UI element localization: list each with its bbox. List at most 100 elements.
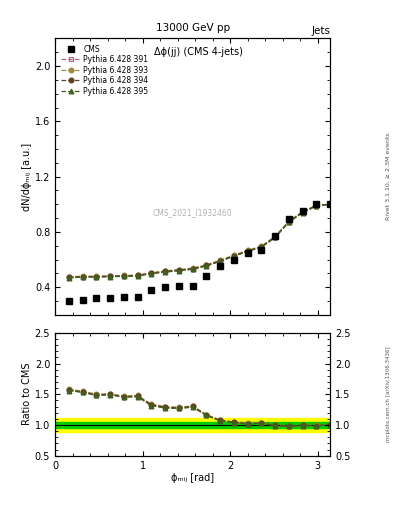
Pythia 6.428 395 xyxy=(190,266,195,272)
Pythia 6.428 395 xyxy=(204,263,209,269)
Pythia 6.428 395 xyxy=(286,219,291,225)
Legend: CMS, Pythia 6.428 391, Pythia 6.428 393, Pythia 6.428 394, Pythia 6.428 395: CMS, Pythia 6.428 391, Pythia 6.428 393,… xyxy=(59,42,151,98)
Pythia 6.428 393 xyxy=(204,262,209,268)
Pythia 6.428 393 xyxy=(190,265,195,271)
Pythia 6.428 394 xyxy=(176,267,181,273)
Pythia 6.428 393 xyxy=(259,243,264,249)
Pythia 6.428 391 xyxy=(163,269,167,275)
Pythia 6.428 393 xyxy=(314,202,319,208)
Pythia 6.428 391 xyxy=(66,274,71,281)
Pythia 6.428 393 xyxy=(135,272,140,278)
Pythia 6.428 391 xyxy=(286,219,291,225)
CMS xyxy=(108,295,112,302)
Pythia 6.428 394 xyxy=(273,234,277,240)
Pythia 6.428 394 xyxy=(259,244,264,250)
Pythia 6.428 391 xyxy=(218,258,222,264)
Pythia 6.428 391 xyxy=(149,270,154,276)
Pythia 6.428 394 xyxy=(121,273,126,279)
CMS xyxy=(121,294,126,300)
Pythia 6.428 394 xyxy=(231,252,236,259)
Pythia 6.428 393 xyxy=(273,233,277,240)
Pythia 6.428 391 xyxy=(204,263,209,269)
Pythia 6.428 395 xyxy=(314,203,319,209)
Pythia 6.428 391 xyxy=(135,273,140,279)
Pythia 6.428 391 xyxy=(245,248,250,254)
Pythia 6.428 393 xyxy=(121,272,126,279)
Pythia 6.428 395 xyxy=(135,273,140,279)
Pythia 6.428 395 xyxy=(273,234,277,241)
Pythia 6.428 393 xyxy=(94,273,99,279)
Pythia 6.428 393 xyxy=(286,218,291,224)
Pythia 6.428 394 xyxy=(328,201,332,207)
Pythia 6.428 395 xyxy=(218,259,222,265)
CMS xyxy=(149,287,154,293)
Text: CMS_2021_I1932460: CMS_2021_I1932460 xyxy=(153,208,232,217)
Line: Pythia 6.428 395: Pythia 6.428 395 xyxy=(66,202,332,280)
Pythia 6.428 394 xyxy=(245,248,250,254)
Pythia 6.428 394 xyxy=(149,270,154,276)
Pythia 6.428 394 xyxy=(108,273,112,279)
CMS xyxy=(80,296,85,303)
Pythia 6.428 391 xyxy=(190,266,195,272)
CMS xyxy=(300,208,305,214)
CMS xyxy=(218,263,222,269)
Pythia 6.428 394 xyxy=(314,202,319,208)
CMS xyxy=(176,283,181,289)
Pythia 6.428 393 xyxy=(328,201,332,207)
Pythia 6.428 394 xyxy=(94,273,99,280)
Pythia 6.428 395 xyxy=(245,248,250,254)
Pythia 6.428 395 xyxy=(300,209,305,216)
Pythia 6.428 395 xyxy=(259,244,264,250)
CMS xyxy=(245,249,250,255)
Pythia 6.428 395 xyxy=(94,274,99,280)
Pythia 6.428 395 xyxy=(176,268,181,274)
Pythia 6.428 394 xyxy=(163,268,167,274)
Pythia 6.428 394 xyxy=(135,272,140,279)
Pythia 6.428 393 xyxy=(108,273,112,279)
Text: Jets: Jets xyxy=(311,26,330,36)
Text: 13000 GeV pp: 13000 GeV pp xyxy=(156,23,230,33)
CMS xyxy=(273,233,277,239)
Pythia 6.428 394 xyxy=(218,258,222,264)
Pythia 6.428 395 xyxy=(108,273,112,280)
Pythia 6.428 394 xyxy=(286,219,291,225)
Pythia 6.428 394 xyxy=(190,266,195,272)
Pythia 6.428 391 xyxy=(259,244,264,250)
Pythia 6.428 391 xyxy=(94,274,99,280)
Pythia 6.428 395 xyxy=(149,271,154,277)
Pythia 6.428 391 xyxy=(328,201,332,207)
Pythia 6.428 394 xyxy=(300,209,305,215)
CMS xyxy=(204,273,209,279)
Pythia 6.428 391 xyxy=(121,273,126,279)
Pythia 6.428 393 xyxy=(149,270,154,276)
Pythia 6.428 394 xyxy=(66,274,71,281)
Line: CMS: CMS xyxy=(66,201,333,304)
X-axis label: ϕₘᵢⱼ [rad]: ϕₘᵢⱼ [rad] xyxy=(171,473,214,483)
Pythia 6.428 394 xyxy=(80,273,85,280)
Pythia 6.428 395 xyxy=(163,269,167,275)
Pythia 6.428 395 xyxy=(121,273,126,280)
Line: Pythia 6.428 394: Pythia 6.428 394 xyxy=(66,202,332,280)
Y-axis label: Ratio to CMS: Ratio to CMS xyxy=(22,363,32,425)
Pythia 6.428 395 xyxy=(66,275,71,281)
Pythia 6.428 393 xyxy=(245,247,250,253)
Text: Δϕ(jj) (CMS 4-jets): Δϕ(jj) (CMS 4-jets) xyxy=(154,47,242,57)
Text: mcplots.cern.ch [arXiv:1306.3436]: mcplots.cern.ch [arXiv:1306.3436] xyxy=(386,347,391,442)
CMS xyxy=(314,201,319,207)
CMS xyxy=(135,294,140,300)
CMS xyxy=(231,257,236,263)
Pythia 6.428 395 xyxy=(328,201,332,207)
Pythia 6.428 393 xyxy=(163,268,167,274)
Pythia 6.428 391 xyxy=(314,203,319,209)
Pythia 6.428 391 xyxy=(231,253,236,259)
Pythia 6.428 391 xyxy=(273,234,277,241)
CMS xyxy=(286,217,291,223)
Pythia 6.428 393 xyxy=(231,252,236,258)
Text: Rivet 3.1.10, ≥ 2.3M events: Rivet 3.1.10, ≥ 2.3M events xyxy=(386,133,391,221)
CMS xyxy=(328,201,332,207)
CMS xyxy=(66,298,71,304)
Pythia 6.428 391 xyxy=(80,274,85,280)
Pythia 6.428 393 xyxy=(66,274,71,280)
CMS xyxy=(94,295,99,302)
Pythia 6.428 391 xyxy=(300,209,305,216)
